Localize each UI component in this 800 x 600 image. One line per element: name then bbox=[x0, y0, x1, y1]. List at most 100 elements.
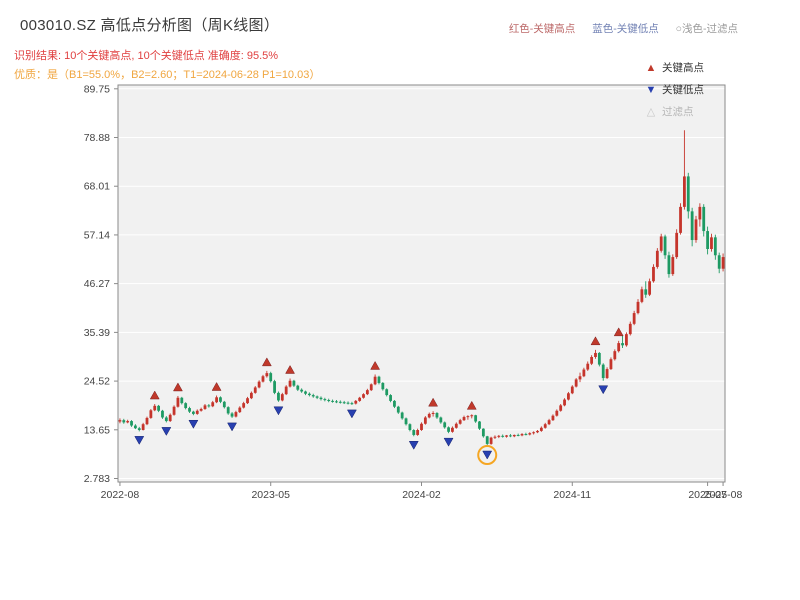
candle-body bbox=[690, 211, 694, 241]
candle-body bbox=[512, 434, 516, 437]
legend-label: 过滤点 bbox=[662, 106, 694, 118]
candle-body bbox=[331, 400, 334, 402]
candle-body bbox=[230, 413, 234, 417]
candle-body bbox=[509, 435, 512, 437]
candle-body bbox=[168, 414, 172, 422]
candle-body bbox=[683, 176, 686, 207]
candle-body bbox=[659, 236, 663, 251]
candle-body bbox=[443, 422, 447, 428]
candle-body bbox=[617, 343, 621, 352]
candle-body bbox=[536, 430, 539, 433]
candle-body bbox=[118, 420, 122, 422]
key-high-marker bbox=[590, 336, 601, 346]
candle-body bbox=[551, 415, 555, 421]
top-legend-filtered: ○浅色-过滤点 bbox=[675, 23, 738, 35]
key-low-marker bbox=[161, 427, 172, 436]
candle-body bbox=[400, 412, 404, 419]
candle-body bbox=[655, 250, 659, 267]
candle-body bbox=[161, 410, 164, 418]
y-axis-tick-label: 57.14 bbox=[84, 229, 110, 241]
candle-body bbox=[393, 400, 396, 407]
top-legend: 红色-关键高点 蓝色-关键低点 ○浅色-过滤点 bbox=[495, 21, 738, 36]
candle-body bbox=[226, 407, 230, 414]
candle-body bbox=[141, 424, 145, 431]
candle-body bbox=[648, 281, 652, 295]
y-axis-tick-label: 2.783 bbox=[84, 473, 110, 485]
candle-body bbox=[408, 424, 412, 431]
candle-body bbox=[582, 369, 586, 377]
candle-body bbox=[652, 266, 655, 282]
candle-body bbox=[539, 427, 543, 431]
x-axis-tick-label: 2025-08 bbox=[704, 489, 743, 501]
candle-body bbox=[485, 436, 489, 444]
key-high-marker bbox=[370, 360, 381, 370]
candle-body bbox=[470, 415, 474, 417]
candle-body bbox=[586, 363, 590, 370]
candle-body bbox=[377, 376, 381, 383]
candle-body bbox=[238, 407, 242, 413]
legend-item-filtered: △ 过滤点 bbox=[644, 101, 704, 123]
candle-body bbox=[528, 433, 532, 435]
candle-body bbox=[462, 417, 466, 421]
candle-body bbox=[153, 405, 157, 411]
candle-body bbox=[501, 435, 505, 437]
candle-body bbox=[520, 434, 524, 436]
candle-body bbox=[191, 411, 195, 414]
candle-body bbox=[423, 417, 427, 424]
candle-body bbox=[199, 408, 203, 411]
candle-body bbox=[621, 343, 624, 346]
candle-body bbox=[447, 427, 450, 432]
candle-body bbox=[636, 301, 640, 314]
x-axis-tick-label: 2022-08 bbox=[101, 489, 140, 501]
candle-body bbox=[451, 427, 454, 432]
candle-body bbox=[203, 405, 207, 409]
candle-body bbox=[644, 289, 648, 295]
key-low-marker bbox=[346, 409, 357, 419]
candle-body bbox=[555, 410, 559, 416]
candle-body bbox=[215, 397, 218, 403]
triangle-outline-icon: △ bbox=[646, 106, 656, 118]
key-high-marker bbox=[285, 364, 295, 374]
candle-body bbox=[574, 379, 578, 387]
key-low-marker bbox=[443, 437, 454, 447]
key-low-marker bbox=[482, 450, 493, 460]
candle-body bbox=[354, 400, 358, 404]
candle-body bbox=[613, 351, 617, 360]
candle-body bbox=[280, 394, 284, 401]
candle-body bbox=[543, 424, 547, 428]
candle-body bbox=[338, 401, 342, 403]
candle-body bbox=[702, 206, 706, 232]
legend-item-key-high: ▲ 关键高点 bbox=[644, 57, 704, 79]
candle-body bbox=[625, 334, 628, 346]
candle-body bbox=[176, 397, 180, 407]
candle-body bbox=[601, 364, 605, 379]
candle-body bbox=[261, 376, 265, 382]
candle-body bbox=[628, 323, 632, 335]
candle-body bbox=[567, 393, 570, 400]
key-high-marker bbox=[149, 390, 160, 400]
key-high-marker bbox=[466, 400, 477, 410]
candle-body bbox=[478, 421, 481, 429]
candle-body bbox=[710, 237, 713, 249]
candle-body bbox=[609, 359, 613, 370]
candle-body bbox=[180, 397, 184, 404]
recognition-result-text: 识别结果: 10个关键高点, 10个关键低点 准确度: 95.5% bbox=[14, 50, 279, 62]
candle-body bbox=[524, 434, 528, 436]
triangle-down-icon: ▼ bbox=[645, 84, 657, 96]
candle-body bbox=[369, 384, 373, 391]
candle-body bbox=[516, 434, 520, 436]
candle-body bbox=[605, 369, 609, 379]
candle-body bbox=[640, 289, 644, 302]
candle-body bbox=[632, 313, 636, 324]
candle-body bbox=[277, 392, 280, 401]
candle-body bbox=[458, 420, 462, 424]
candle-body bbox=[319, 397, 323, 400]
candle-body bbox=[381, 382, 385, 390]
y-axis-tick-label: 46.27 bbox=[84, 278, 110, 290]
top-legend-key-low: 蓝色-关键低点 bbox=[592, 23, 659, 35]
candle-body bbox=[362, 394, 365, 398]
candle-body bbox=[315, 396, 319, 398]
candle-body bbox=[713, 237, 717, 256]
candle-body bbox=[389, 395, 392, 401]
candle-body bbox=[269, 373, 273, 382]
